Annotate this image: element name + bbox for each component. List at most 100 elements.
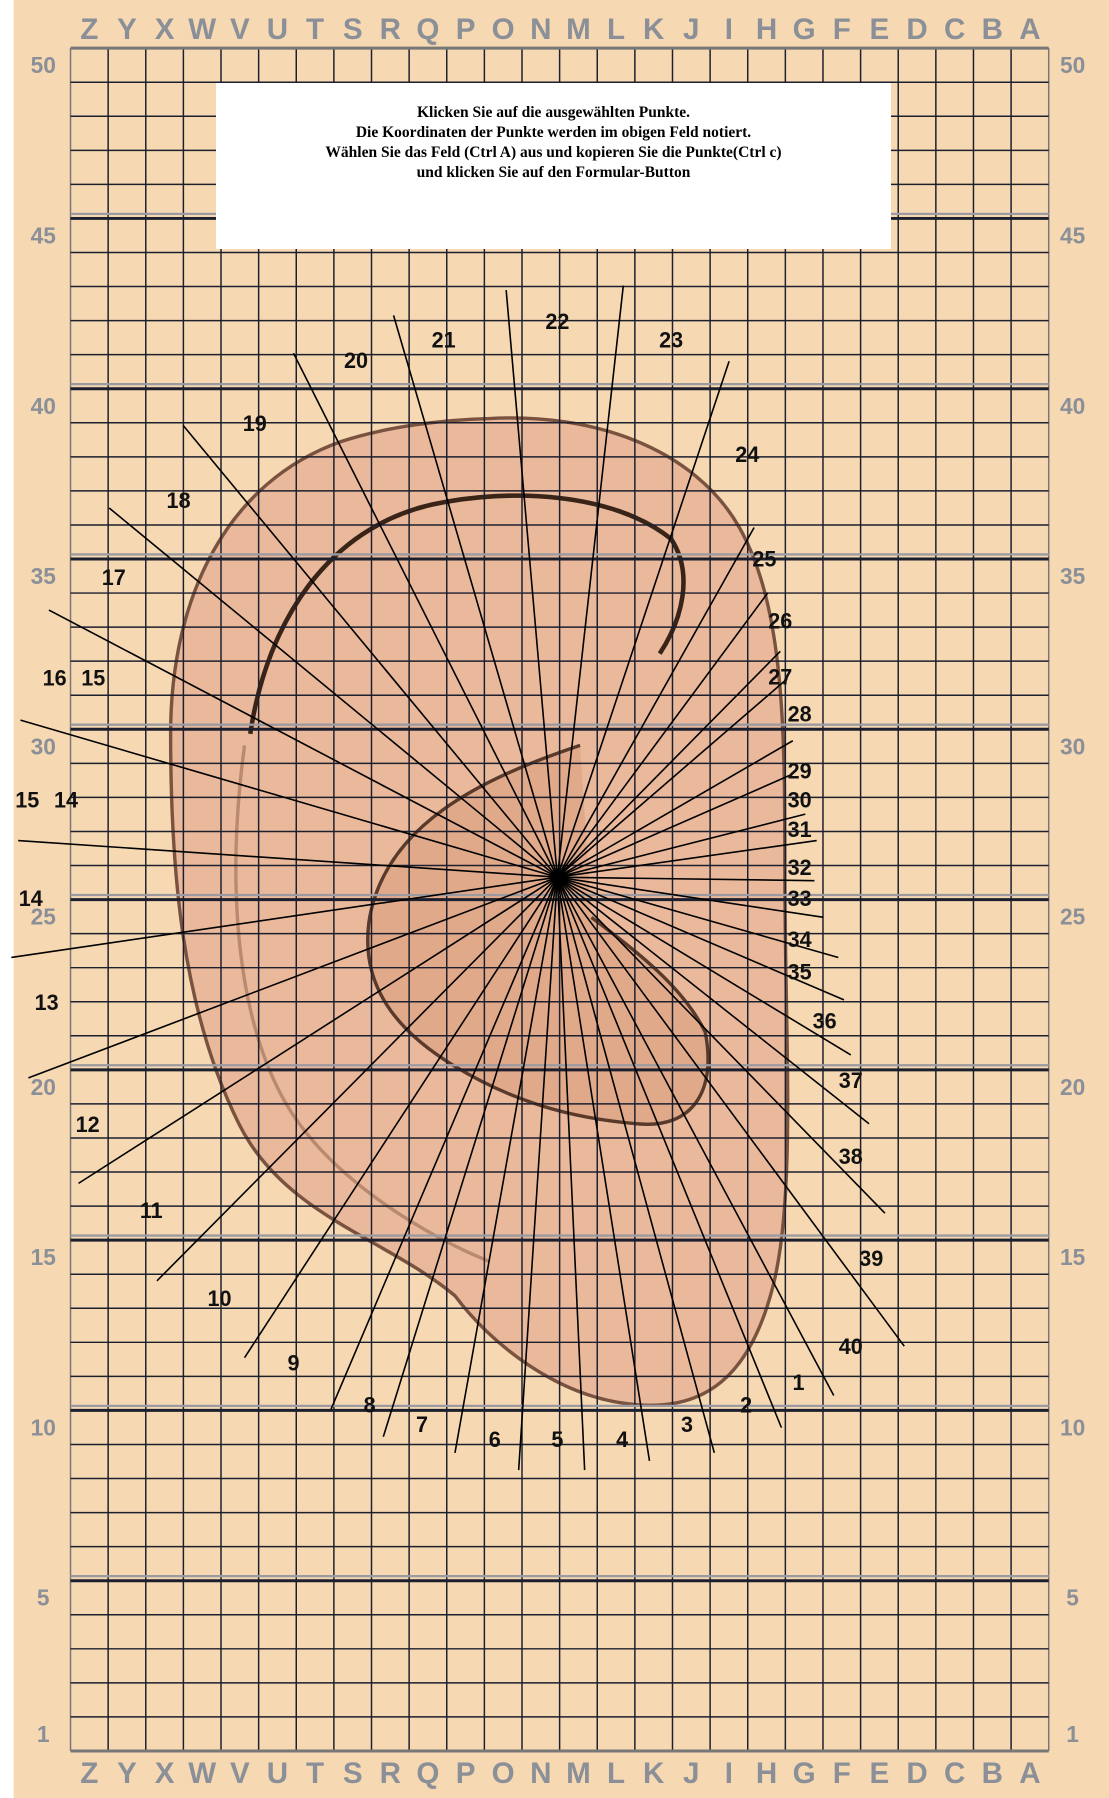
point-label-7[interactable]: 7 (416, 1412, 428, 1437)
column-letter: U (267, 1757, 288, 1790)
spoke-line-25 (556, 527, 755, 878)
point-label-30[interactable]: 30 (788, 787, 812, 812)
spoke-line-27 (556, 650, 781, 878)
point-label-25[interactable]: 25 (752, 546, 776, 571)
ear-inner-helix (234, 745, 490, 1263)
point-label-6[interactable]: 6 (489, 1427, 501, 1452)
point-label-39[interactable]: 39 (859, 1246, 883, 1271)
point-label-10[interactable]: 10 (208, 1286, 232, 1311)
point-label-32[interactable]: 32 (788, 855, 812, 880)
spoke-line-30 (557, 773, 794, 878)
column-letter: J (683, 13, 699, 46)
row-label: 1 (37, 1721, 50, 1747)
spoke-line-34 (557, 876, 824, 919)
point-label-17[interactable]: 17 (102, 565, 126, 590)
spoke-line-35 (557, 876, 839, 959)
column-letter: J (683, 1757, 699, 1790)
ear-concha (366, 743, 710, 1126)
spoke-line-15 (18, 839, 558, 879)
point-label-20[interactable]: 20 (344, 348, 368, 373)
point-label-1[interactable]: 1 (792, 1370, 804, 1395)
spoke-line-7 (454, 877, 559, 1453)
point-label-31[interactable]: 31 (788, 817, 812, 842)
point-label-29[interactable]: 29 (788, 759, 812, 784)
point-label-37[interactable]: 37 (839, 1068, 863, 1093)
spoke-line-3 (556, 877, 716, 1454)
point-label-38[interactable]: 38 (839, 1144, 863, 1169)
spoke-line-36 (557, 876, 845, 1001)
point-label-19[interactable]: 19 (243, 411, 267, 436)
row-label: 25 (1060, 904, 1086, 930)
point-label-2[interactable]: 2 (740, 1393, 752, 1418)
column-letter: Z (80, 1757, 98, 1790)
column-letter: O (492, 13, 515, 46)
column-letter: L (607, 13, 625, 46)
point-label-24[interactable]: 24 (735, 442, 759, 467)
column-letter: X (155, 13, 175, 46)
spoke-line-26 (556, 592, 769, 878)
column-letter: C (944, 13, 965, 46)
point-label-35[interactable]: 35 (788, 959, 812, 984)
spoke-line-11 (156, 876, 558, 1282)
spoke-line-5 (556, 877, 586, 1471)
spoke-line-28 (556, 678, 788, 878)
point-label-13[interactable]: 13 (35, 990, 59, 1015)
point-label-15[interactable]: 15 (81, 666, 105, 691)
spoke-line-9 (330, 876, 559, 1410)
column-letter: T (306, 13, 324, 46)
grid (69, 46, 1050, 1753)
point-label-18[interactable]: 18 (167, 488, 191, 513)
point-label-4[interactable]: 4 (616, 1427, 628, 1452)
point-label-15[interactable]: 15 (15, 787, 39, 812)
spoke-line-40 (556, 876, 905, 1347)
spoke-line-33 (557, 876, 815, 882)
column-letter: M (566, 1757, 591, 1790)
point-label-27[interactable]: 27 (768, 664, 792, 689)
column-letter: F (833, 1757, 851, 1790)
column-letter: E (870, 13, 890, 46)
point-label-14[interactable]: 14 (19, 886, 43, 911)
column-letter: G (793, 13, 816, 46)
point-label-36[interactable]: 36 (813, 1008, 837, 1033)
point-label-21[interactable]: 21 (432, 327, 456, 352)
point-label-11[interactable]: 11 (140, 1198, 163, 1223)
point-label-33[interactable]: 33 (788, 886, 812, 911)
row-label: 10 (31, 1414, 56, 1440)
column-letter: O (492, 1757, 515, 1790)
row-label: 5 (37, 1585, 50, 1611)
column-letter: T (306, 1757, 324, 1790)
point-label-22[interactable]: 22 (545, 309, 569, 334)
spoke-line-24 (556, 360, 730, 878)
spoke-line-22 (505, 290, 559, 878)
point-label-16[interactable]: 16 (43, 666, 67, 691)
point-label-14[interactable]: 14 (54, 787, 78, 812)
column-letter: U (267, 13, 288, 46)
point-label-9[interactable]: 9 (287, 1350, 299, 1375)
row-label: 40 (31, 393, 56, 419)
point-label-34[interactable]: 34 (788, 927, 812, 952)
point-label-26[interactable]: 26 (768, 608, 792, 633)
point-label-28[interactable]: 28 (788, 701, 812, 726)
column-letter: K (643, 13, 665, 46)
column-letter: G (793, 1757, 816, 1790)
spoke-line-37 (556, 876, 852, 1056)
instruction-line: und klicken Sie auf den Formular-Button (416, 164, 691, 181)
point-label-23[interactable]: 23 (659, 327, 683, 352)
instruction-line: Wählen Sie das Feld (Ctrl A) aus und kop… (325, 144, 782, 161)
column-letter: B (982, 1757, 1003, 1790)
point-label-5[interactable]: 5 (551, 1427, 563, 1452)
column-letter: M (566, 13, 591, 46)
column-letter: E (870, 1757, 890, 1790)
spokes (11, 285, 905, 1471)
column-letter: W (188, 13, 216, 46)
row-label: 35 (31, 563, 57, 589)
spoke-line-16 (20, 719, 558, 878)
point-label-12[interactable]: 12 (76, 1112, 100, 1137)
point-label-3[interactable]: 3 (681, 1412, 693, 1437)
spoke-line-19 (182, 424, 558, 878)
instruction-line: Klicken Sie auf die ausgewählten Punkte. (417, 104, 690, 121)
point-label-40[interactable]: 40 (839, 1334, 863, 1359)
point-label-8[interactable]: 8 (364, 1393, 376, 1418)
